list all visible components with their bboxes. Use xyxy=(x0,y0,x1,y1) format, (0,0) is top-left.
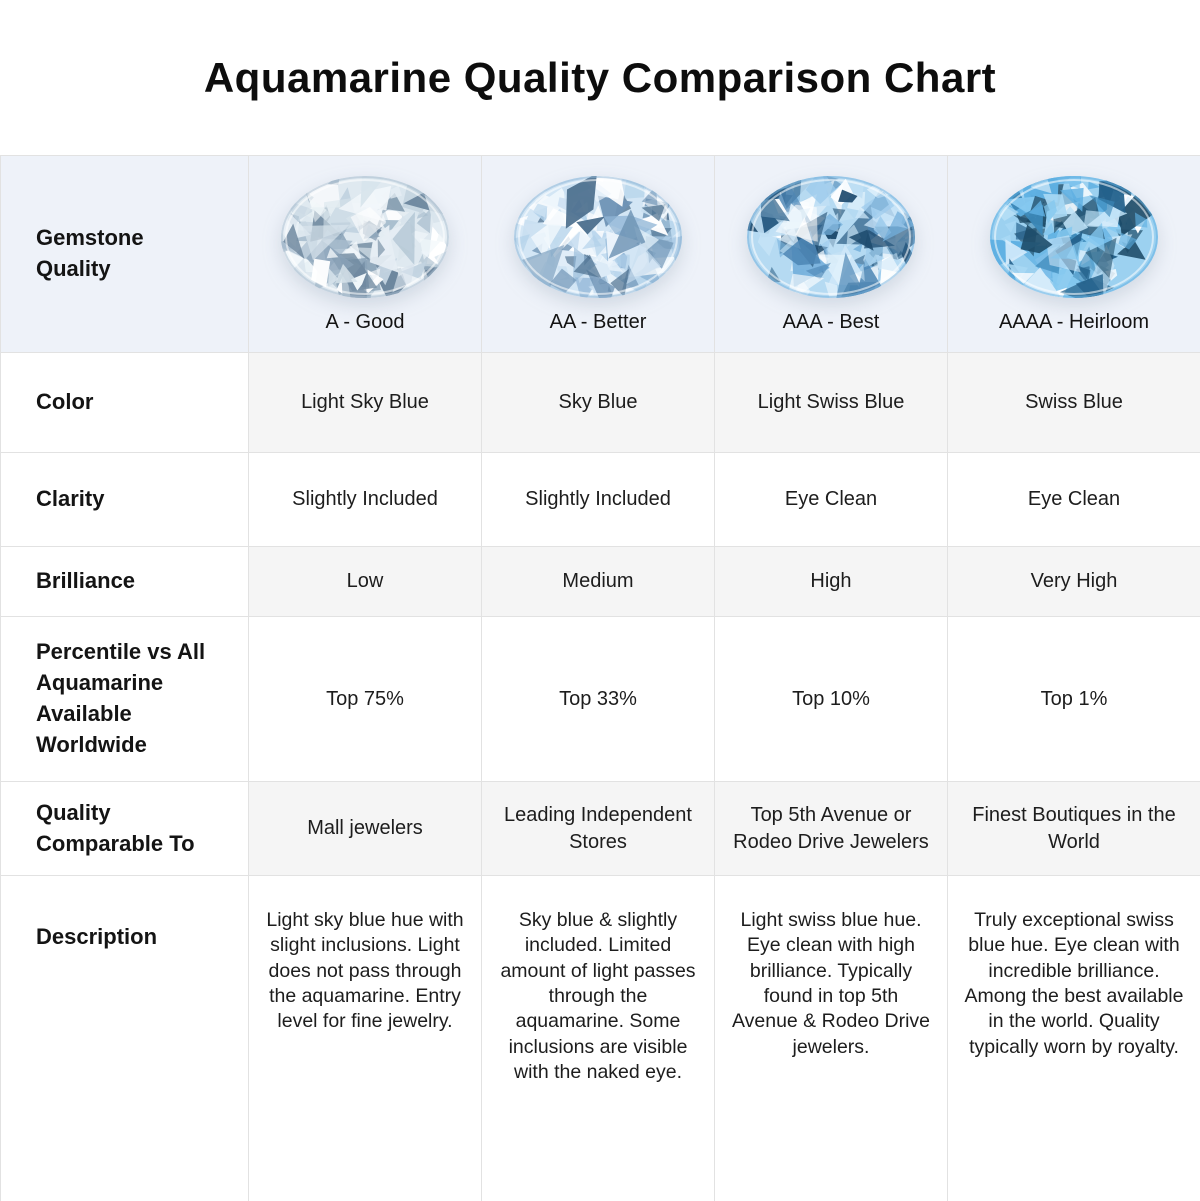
row-label-description: Description xyxy=(1,876,249,1201)
gem-image-aa-better xyxy=(483,172,713,302)
gem-cell-aa-better: AA - Better xyxy=(482,156,715,353)
row-label-gemstone-quality: Gemstone Quality xyxy=(1,156,249,353)
value-cell: Low xyxy=(249,547,482,617)
table-header-row: Gemstone Quality A - Good AA - Better AA… xyxy=(1,156,1200,353)
description-cell: Sky blue & slightly included. Limited am… xyxy=(482,876,715,1201)
value-cell: Light Swiss Blue xyxy=(715,353,948,453)
row-label-brilliance: Brilliance xyxy=(1,547,249,617)
value-cell: Sky Blue xyxy=(482,353,715,453)
description-cell: Truly exceptional swiss blue hue. Eye cl… xyxy=(948,876,1200,1201)
gem-image-aaaa-heirloom xyxy=(949,172,1199,302)
row-label-clarity: Clarity xyxy=(1,453,249,547)
table-row-clarity: Clarity Slightly Included Slightly Inclu… xyxy=(1,453,1200,547)
value-cell: Leading Independent Stores xyxy=(482,782,715,876)
row-label-color: Color xyxy=(1,353,249,453)
value-cell: Top 1% xyxy=(948,617,1200,782)
value-cell: Mall jewelers xyxy=(249,782,482,876)
value-cell: Top 33% xyxy=(482,617,715,782)
table-row-brilliance: Brilliance Low Medium High Very High xyxy=(1,547,1200,617)
value-cell: Finest Boutiques in the World xyxy=(948,782,1200,876)
gem-cell-aaaa-heirloom: AAAA - Heirloom xyxy=(948,156,1200,353)
gem-image-a-good xyxy=(250,172,480,302)
gem-image-aaa-best xyxy=(716,172,946,302)
comparison-table: Gemstone Quality A - Good AA - Better AA… xyxy=(0,155,1200,1201)
page-title: Aquamarine Quality Comparison Chart xyxy=(204,54,996,102)
gem-cell-a-good: A - Good xyxy=(249,156,482,353)
row-label-percentile: Percentile vs All Aquamarine Available W… xyxy=(1,617,249,782)
row-label-quality-comparable: Quality Comparable To xyxy=(1,782,249,876)
value-cell: Light Sky Blue xyxy=(249,353,482,453)
description-cell: Light sky blue hue with slight inclusion… xyxy=(249,876,482,1201)
value-cell: Swiss Blue xyxy=(948,353,1200,453)
table-row-color: Color Light Sky Blue Sky Blue Light Swis… xyxy=(1,353,1200,453)
value-cell: Eye Clean xyxy=(715,453,948,547)
description-cell: Light swiss blue hue. Eye clean with hig… xyxy=(715,876,948,1201)
value-cell: Slightly Included xyxy=(482,453,715,547)
value-cell: Top 10% xyxy=(715,617,948,782)
table-row-percentile: Percentile vs All Aquamarine Available W… xyxy=(1,617,1200,782)
table-row-description: Description Light sky blue hue with slig… xyxy=(1,876,1200,1201)
title-bar: Aquamarine Quality Comparison Chart xyxy=(0,0,1200,155)
grade-label-a-good: A - Good xyxy=(250,311,480,334)
value-cell: Medium xyxy=(482,547,715,617)
grade-label-aaaa-heirloom: AAAA - Heirloom xyxy=(949,311,1199,334)
grade-label-aaa-best: AAA - Best xyxy=(716,311,946,334)
value-cell: Slightly Included xyxy=(249,453,482,547)
value-cell: Eye Clean xyxy=(948,453,1200,547)
grade-label-aa-better: AA - Better xyxy=(483,311,713,334)
value-cell: Top 75% xyxy=(249,617,482,782)
value-cell: High xyxy=(715,547,948,617)
gem-cell-aaa-best: AAA - Best xyxy=(715,156,948,353)
value-cell: Top 5th Avenue or Rodeo Drive Jewelers xyxy=(715,782,948,876)
value-cell: Very High xyxy=(948,547,1200,617)
table-row-quality-comparable: Quality Comparable To Mall jewelers Lead… xyxy=(1,782,1200,876)
